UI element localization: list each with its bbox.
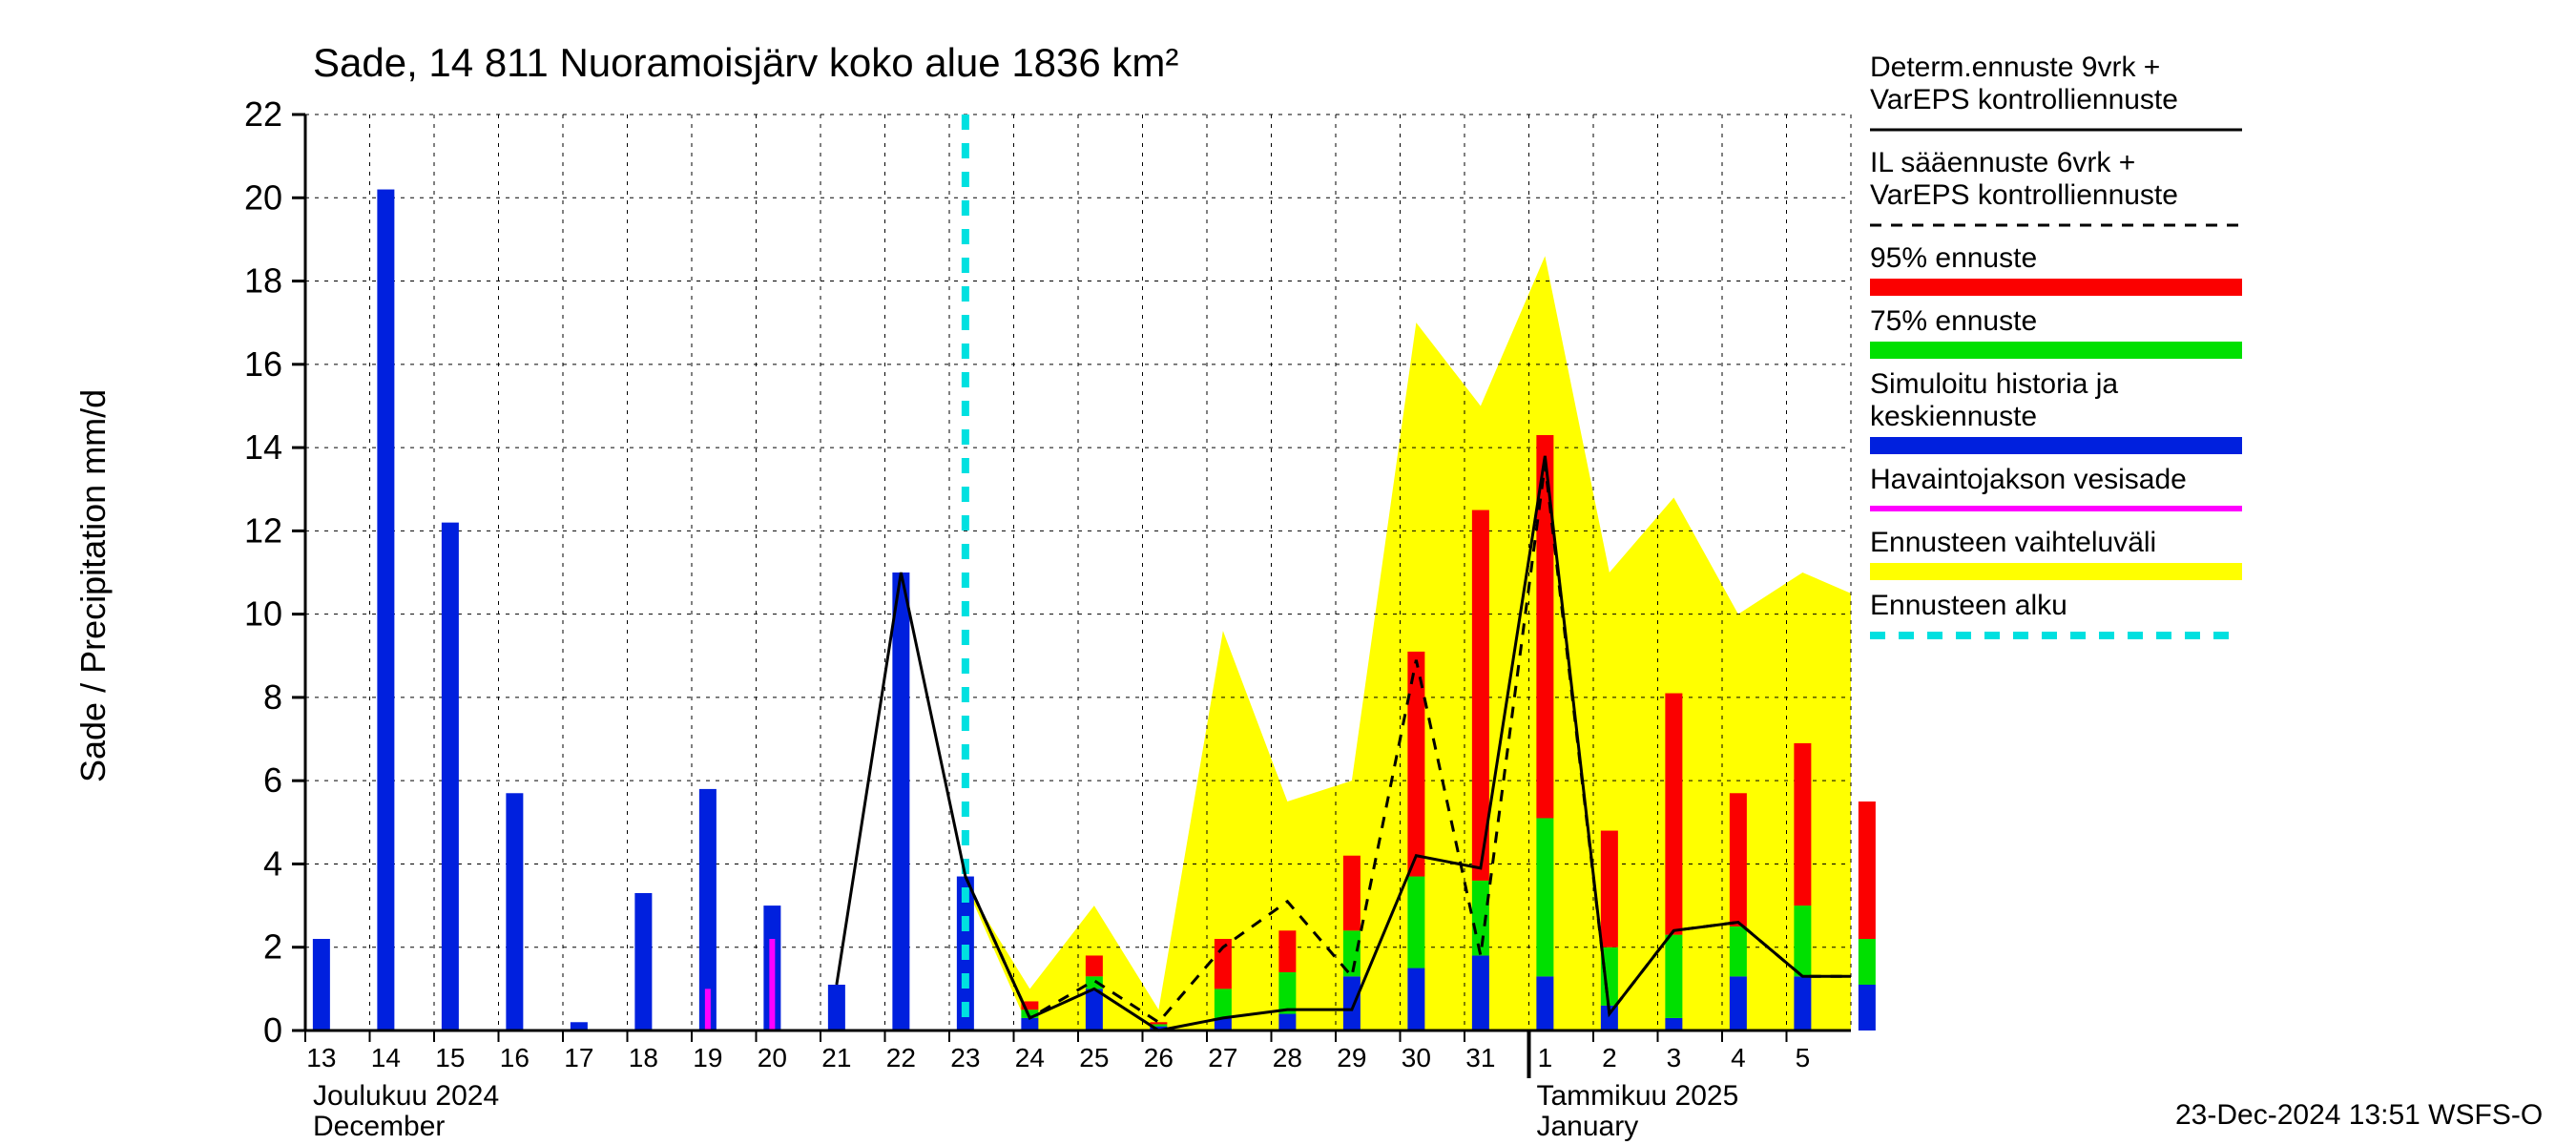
- x-tick-label: 1: [1538, 1043, 1553, 1072]
- x-tick-label: 13: [306, 1043, 336, 1072]
- chart-container: 0246810121416182022131415161718192021222…: [0, 0, 2576, 1145]
- bar-red: [1730, 793, 1747, 926]
- month-label-dec-en: December: [313, 1111, 445, 1142]
- bar-green: [1278, 972, 1296, 1014]
- bar-green: [1215, 989, 1232, 1018]
- bar-blue: [313, 939, 330, 1030]
- bar-blue: [1407, 968, 1424, 1030]
- bar-magenta: [769, 939, 775, 1030]
- y-tick-label: 2: [263, 927, 282, 967]
- x-tick-label: 18: [629, 1043, 658, 1072]
- legend-label: Havaintojakson vesisade: [1870, 464, 2187, 495]
- legend-label: 95% ennuste: [1870, 242, 2037, 274]
- legend-swatch-bar: [1870, 279, 2242, 296]
- bar-blue: [1343, 976, 1361, 1030]
- legend-label: IL sääennuste 6vrk +: [1870, 147, 2135, 178]
- x-tick-label: 16: [500, 1043, 530, 1072]
- x-tick-label: 25: [1079, 1043, 1109, 1072]
- legend-label: 75% ennuste: [1870, 305, 2037, 337]
- bar-green: [1794, 906, 1811, 976]
- x-tick-label: 4: [1731, 1043, 1746, 1072]
- x-tick-label: 22: [886, 1043, 916, 1072]
- bar-red: [1150, 1022, 1167, 1024]
- x-tick-label: 27: [1208, 1043, 1237, 1072]
- bar-red: [1665, 694, 1682, 935]
- legend-swatch-bar: [1870, 563, 2242, 580]
- x-tick-label: 14: [371, 1043, 401, 1072]
- bar-green: [1536, 818, 1553, 976]
- legend-label: Simuloitu historia ja: [1870, 368, 2118, 400]
- legend-label: Ennusteen alku: [1870, 590, 2067, 621]
- x-tick-label: 23: [950, 1043, 980, 1072]
- x-tick-label: 20: [758, 1043, 787, 1072]
- bar-blue: [1021, 1018, 1038, 1030]
- x-tick-label: 21: [821, 1043, 851, 1072]
- bar-blue: [892, 572, 909, 1030]
- x-tick-label: 5: [1796, 1043, 1811, 1072]
- y-tick-label: 20: [244, 177, 282, 217]
- precipitation-chart: 0246810121416182022131415161718192021222…: [0, 0, 2576, 1145]
- y-tick-label: 16: [244, 344, 282, 384]
- bar-red: [1086, 955, 1103, 976]
- bar-green: [1086, 976, 1103, 989]
- x-tick-label: 31: [1465, 1043, 1495, 1072]
- x-tick-label: 2: [1602, 1043, 1617, 1072]
- bar-blue: [377, 190, 394, 1030]
- month-label-jan-en: January: [1537, 1111, 1639, 1142]
- legend-label: Determ.ennuste 9vrk +: [1870, 52, 2160, 83]
- x-tick-label: 3: [1667, 1043, 1682, 1072]
- month-label-dec-fi: Joulukuu 2024: [313, 1080, 499, 1112]
- x-tick-label: 19: [693, 1043, 722, 1072]
- bar-blue: [1794, 976, 1811, 1030]
- bar-magenta: [705, 989, 711, 1030]
- bar-red: [1794, 743, 1811, 906]
- y-tick-label: 4: [263, 843, 282, 883]
- legend-swatch-bar: [1870, 342, 2242, 359]
- bar-green: [1730, 926, 1747, 976]
- y-tick-label: 12: [244, 510, 282, 550]
- y-tick-label: 8: [263, 677, 282, 717]
- bar-red: [1601, 831, 1618, 947]
- y-tick-label: 0: [263, 1010, 282, 1050]
- legend-label: Ennusteen vaihteluväli: [1870, 527, 2156, 558]
- bar-blue: [1086, 989, 1103, 1030]
- bar-green: [1665, 935, 1682, 1018]
- bar-blue: [442, 523, 459, 1030]
- legend-label: VarEPS kontrolliennuste: [1870, 179, 2178, 211]
- month-label-jan-fi: Tammikuu 2025: [1537, 1080, 1739, 1112]
- legend-label: VarEPS kontrolliennuste: [1870, 84, 2178, 115]
- x-tick-label: 26: [1144, 1043, 1174, 1072]
- bar-blue: [506, 793, 523, 1030]
- y-tick-label: 22: [244, 94, 282, 134]
- bar-blue: [1278, 1014, 1296, 1030]
- legend-label: keskiennuste: [1870, 401, 2037, 432]
- x-tick-label: 28: [1273, 1043, 1302, 1072]
- y-tick-label: 14: [244, 427, 282, 467]
- bar-blue: [1472, 955, 1489, 1030]
- bar-blue: [828, 985, 845, 1030]
- bar-green: [1859, 939, 1876, 985]
- footer-timestamp: 23-Dec-2024 13:51 WSFS-O: [2175, 1099, 2543, 1131]
- x-tick-label: 15: [435, 1043, 465, 1072]
- bar-blue: [1536, 976, 1553, 1030]
- bar-blue: [1859, 985, 1876, 1030]
- bar-blue: [1730, 976, 1747, 1030]
- legend-swatch-bar: [1870, 437, 2242, 454]
- bar-blue: [634, 893, 652, 1030]
- chart-title: Sade, 14 811 Nuoramoisjärv koko alue 183…: [313, 40, 1178, 85]
- x-tick-label: 24: [1015, 1043, 1045, 1072]
- x-tick-label: 29: [1337, 1043, 1366, 1072]
- bar-blue: [1665, 1018, 1682, 1030]
- y-axis-label: Sade / Precipitation mm/d: [73, 389, 113, 782]
- x-tick-label: 30: [1402, 1043, 1431, 1072]
- y-tick-label: 10: [244, 594, 282, 634]
- bar-red: [1343, 856, 1361, 931]
- bar-green: [1407, 877, 1424, 968]
- bar-red: [1278, 930, 1296, 972]
- y-tick-label: 18: [244, 261, 282, 301]
- x-tick-label: 17: [564, 1043, 593, 1072]
- bar-red: [1859, 802, 1876, 939]
- y-tick-label: 6: [263, 760, 282, 800]
- legend-swatch-bar-thin: [1870, 506, 2242, 511]
